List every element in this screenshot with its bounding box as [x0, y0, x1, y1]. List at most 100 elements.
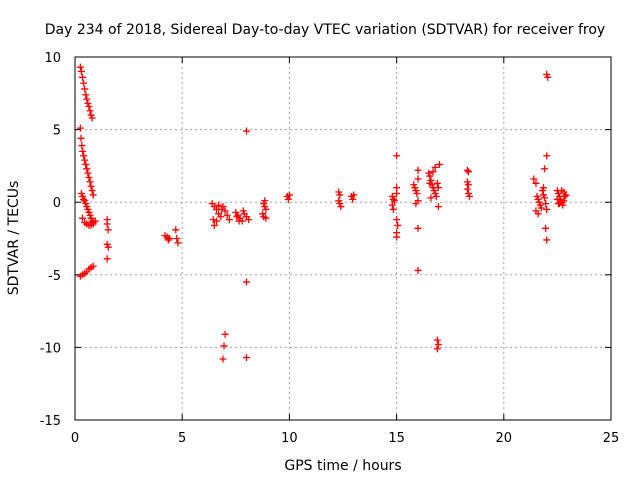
data-point — [414, 166, 422, 174]
data-point — [394, 221, 402, 229]
data-point — [233, 213, 241, 221]
data-point — [336, 191, 344, 199]
data-point — [414, 266, 422, 274]
data-point — [173, 235, 181, 242]
scatter-series — [76, 63, 570, 363]
data-point — [543, 205, 551, 213]
data-point — [87, 182, 95, 190]
data-point — [393, 216, 401, 224]
data-point — [225, 216, 233, 224]
data-point — [261, 197, 269, 205]
data-point — [235, 217, 243, 225]
data-point — [103, 220, 111, 228]
data-point — [532, 179, 540, 187]
data-point — [243, 278, 251, 286]
data-point — [537, 204, 545, 212]
data-point — [218, 205, 226, 213]
data-point — [213, 217, 221, 225]
data-point — [80, 152, 88, 160]
data-point — [285, 191, 293, 199]
x-tick-label: 20 — [496, 431, 513, 446]
y-tick-label: 5 — [53, 124, 61, 139]
data-point — [390, 197, 398, 205]
axis-ticks: 0 5 10 15 20 25 -15 -10 -5 0 5 10 — [40, 51, 620, 446]
data-point — [560, 197, 568, 205]
data-point — [83, 165, 91, 173]
data-point — [174, 239, 182, 247]
data-point — [561, 192, 569, 200]
data-point — [431, 163, 439, 171]
data-point — [435, 160, 443, 168]
data-point — [223, 211, 231, 219]
data-point — [530, 175, 538, 183]
data-point — [541, 194, 549, 202]
data-point — [165, 235, 173, 242]
data-point — [78, 142, 86, 150]
data-point — [85, 174, 93, 182]
data-point — [209, 216, 217, 224]
data-point — [393, 233, 401, 241]
data-point — [219, 355, 227, 363]
data-point — [104, 243, 112, 251]
data-point — [76, 124, 84, 132]
data-point — [221, 207, 229, 215]
data-point — [80, 195, 88, 203]
data-point — [91, 217, 99, 225]
data-point — [413, 189, 421, 197]
data-point — [81, 85, 89, 93]
data-point — [544, 73, 552, 81]
data-point — [349, 195, 357, 203]
data-point — [542, 224, 550, 232]
x-tick-label: 10 — [281, 431, 298, 446]
data-point — [389, 195, 397, 203]
data-point — [350, 191, 358, 199]
data-point — [433, 179, 441, 187]
data-point — [262, 214, 270, 222]
data-point — [539, 184, 547, 192]
data-point — [86, 107, 94, 115]
data-point — [77, 68, 85, 76]
data-point — [104, 226, 112, 234]
data-point — [434, 203, 442, 211]
data-point — [164, 236, 172, 244]
data-point — [464, 181, 472, 189]
data-point — [243, 127, 251, 135]
data-point — [414, 175, 422, 183]
data-point — [541, 165, 549, 173]
data-point — [543, 152, 551, 160]
data-point — [89, 262, 97, 270]
data-point — [172, 226, 180, 234]
data-point — [534, 210, 542, 218]
data-point — [84, 169, 92, 177]
y-tick-label: 10 — [44, 51, 61, 66]
data-point — [389, 205, 397, 213]
data-point — [337, 203, 345, 211]
data-point — [81, 156, 89, 164]
data-point — [89, 191, 97, 199]
data-point — [88, 114, 96, 122]
data-point — [426, 172, 434, 180]
data-point — [559, 201, 567, 209]
data-point — [414, 224, 422, 232]
data-point — [83, 95, 91, 103]
data-point — [262, 205, 270, 213]
data-point — [433, 345, 441, 353]
data-point — [103, 255, 111, 263]
data-point — [80, 79, 88, 87]
data-point — [76, 63, 84, 71]
data-point — [393, 189, 401, 197]
x-tick-label: 25 — [603, 431, 620, 446]
data-point — [210, 221, 218, 229]
data-point — [388, 201, 396, 209]
data-point — [432, 192, 440, 200]
data-point — [85, 102, 93, 110]
data-point — [245, 216, 253, 224]
data-point — [463, 166, 471, 174]
data-point — [433, 336, 441, 344]
data-point — [284, 195, 292, 203]
data-point — [558, 187, 566, 195]
data-point — [86, 178, 94, 186]
data-point — [553, 195, 561, 203]
x-tick-label: 15 — [388, 431, 405, 446]
